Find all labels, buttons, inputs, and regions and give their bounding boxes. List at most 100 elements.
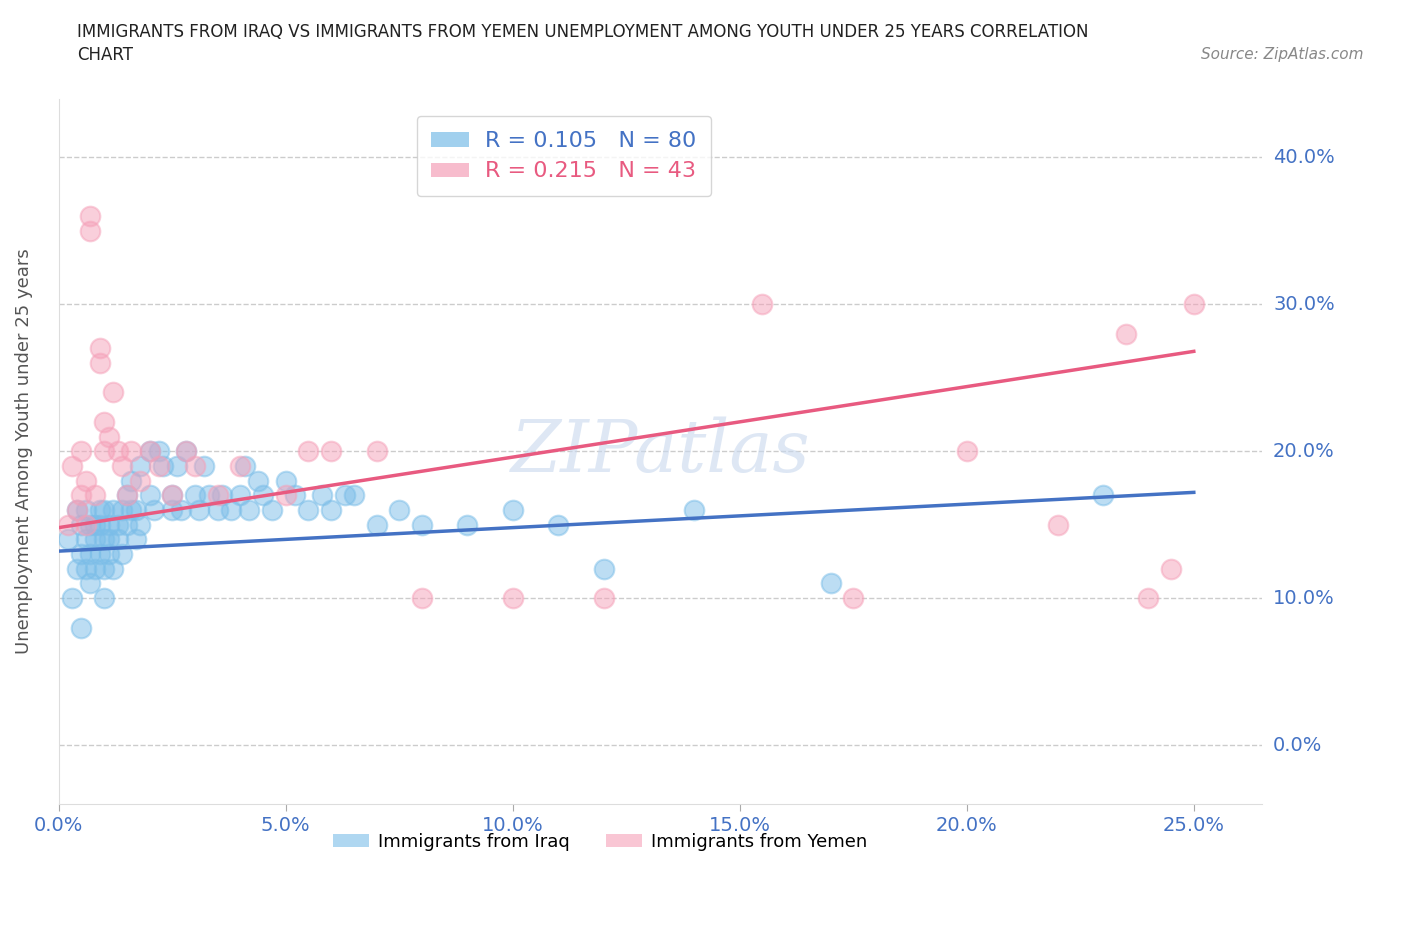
- Point: [115, 517, 138, 532]
- Point: [274, 488, 297, 503]
- Point: [274, 473, 297, 488]
- Legend: Immigrants from Iraq, Immigrants from Yemen: Immigrants from Iraq, Immigrants from Ye…: [326, 826, 875, 858]
- Point: [547, 517, 569, 532]
- Point: [89, 502, 111, 517]
- Point: [502, 591, 524, 605]
- Point: [60, 591, 83, 605]
- Point: [333, 488, 356, 503]
- Point: [321, 502, 343, 517]
- Point: [89, 355, 111, 370]
- Point: [207, 502, 229, 517]
- Point: [111, 502, 134, 517]
- Point: [75, 562, 97, 577]
- Text: 10.0%: 10.0%: [1272, 589, 1334, 607]
- Text: Source: ZipAtlas.com: Source: ZipAtlas.com: [1201, 46, 1364, 61]
- Point: [75, 532, 97, 547]
- Point: [148, 444, 170, 458]
- Point: [66, 502, 89, 517]
- Y-axis label: Unemployment Among Youth under 25 years: Unemployment Among Youth under 25 years: [15, 248, 32, 654]
- Text: 40.0%: 40.0%: [1272, 148, 1334, 167]
- Text: 0.0%: 0.0%: [1272, 736, 1323, 754]
- Point: [238, 502, 260, 517]
- Point: [1115, 326, 1137, 341]
- Point: [101, 562, 124, 577]
- Point: [297, 502, 319, 517]
- Point: [456, 517, 478, 532]
- Point: [321, 444, 343, 458]
- Point: [166, 458, 188, 473]
- Point: [115, 488, 138, 503]
- Point: [79, 547, 101, 562]
- Text: CHART: CHART: [77, 46, 134, 64]
- Point: [107, 444, 129, 458]
- Point: [101, 502, 124, 517]
- Point: [84, 517, 107, 532]
- Point: [93, 532, 115, 547]
- Point: [170, 502, 193, 517]
- Point: [229, 458, 252, 473]
- Point: [66, 562, 89, 577]
- Point: [1137, 591, 1160, 605]
- Point: [683, 502, 706, 517]
- Point: [138, 444, 160, 458]
- Point: [160, 488, 183, 503]
- Point: [125, 502, 148, 517]
- Point: [93, 562, 115, 577]
- Point: [160, 488, 183, 503]
- Point: [97, 517, 120, 532]
- Point: [751, 297, 773, 312]
- Point: [125, 532, 148, 547]
- Point: [111, 458, 134, 473]
- Point: [956, 444, 979, 458]
- Point: [70, 547, 93, 562]
- Point: [84, 562, 107, 577]
- Point: [66, 502, 89, 517]
- Point: [820, 576, 842, 591]
- Point: [174, 444, 197, 458]
- Point: [311, 488, 333, 503]
- Point: [129, 473, 152, 488]
- Point: [75, 502, 97, 517]
- Text: 30.0%: 30.0%: [1272, 295, 1334, 313]
- Point: [70, 444, 93, 458]
- Point: [89, 547, 111, 562]
- Point: [592, 591, 614, 605]
- Text: ZIPatlas: ZIPatlas: [510, 416, 810, 486]
- Point: [79, 576, 101, 591]
- Point: [75, 517, 97, 532]
- Point: [842, 591, 865, 605]
- Point: [366, 444, 388, 458]
- Point: [84, 488, 107, 503]
- Point: [79, 208, 101, 223]
- Point: [56, 517, 79, 532]
- Point: [411, 591, 433, 605]
- Point: [111, 547, 134, 562]
- Point: [184, 458, 207, 473]
- Point: [197, 488, 219, 503]
- Point: [152, 458, 174, 473]
- Point: [219, 502, 242, 517]
- Point: [148, 458, 170, 473]
- Point: [97, 547, 120, 562]
- Point: [188, 502, 211, 517]
- Point: [84, 532, 107, 547]
- Point: [120, 473, 142, 488]
- Point: [143, 502, 166, 517]
- Point: [160, 502, 183, 517]
- Point: [70, 488, 93, 503]
- Point: [56, 532, 79, 547]
- Point: [129, 458, 152, 473]
- Point: [233, 458, 256, 473]
- Point: [79, 517, 101, 532]
- Point: [107, 517, 129, 532]
- Point: [388, 502, 411, 517]
- Point: [1160, 562, 1182, 577]
- Point: [343, 488, 366, 503]
- Point: [184, 488, 207, 503]
- Point: [97, 532, 120, 547]
- Point: [75, 473, 97, 488]
- Point: [229, 488, 252, 503]
- Point: [411, 517, 433, 532]
- Point: [89, 517, 111, 532]
- Point: [107, 532, 129, 547]
